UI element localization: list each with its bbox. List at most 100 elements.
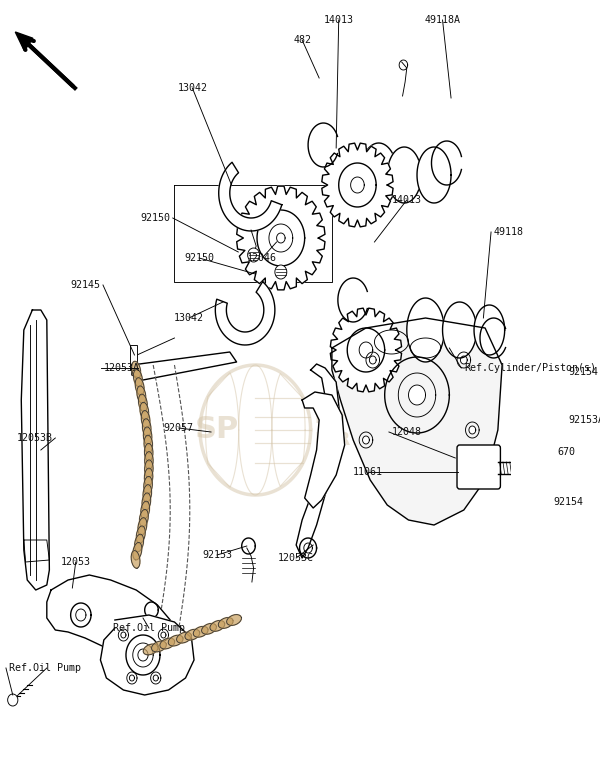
Polygon shape: [133, 370, 142, 387]
Text: 92154: 92154: [568, 367, 598, 377]
Text: SP: SP: [194, 415, 239, 445]
Polygon shape: [193, 626, 208, 637]
Polygon shape: [296, 364, 340, 558]
Polygon shape: [145, 468, 153, 486]
Polygon shape: [133, 542, 142, 560]
Polygon shape: [143, 427, 152, 445]
Text: 11061: 11061: [353, 467, 383, 477]
Polygon shape: [304, 543, 313, 553]
Text: 12053C: 12053C: [278, 553, 314, 563]
Polygon shape: [145, 452, 153, 470]
Polygon shape: [524, 464, 531, 472]
Polygon shape: [219, 162, 282, 231]
Polygon shape: [141, 411, 150, 429]
Text: 12053: 12053: [61, 557, 91, 567]
Polygon shape: [47, 575, 175, 665]
Polygon shape: [302, 392, 344, 508]
Text: 12053B: 12053B: [17, 433, 53, 443]
Polygon shape: [128, 623, 136, 633]
Polygon shape: [144, 477, 152, 494]
Polygon shape: [227, 615, 241, 625]
Polygon shape: [100, 615, 194, 695]
Text: 14013: 14013: [324, 15, 354, 25]
Text: 49118: 49118: [494, 227, 524, 237]
Polygon shape: [176, 632, 191, 643]
Text: Ref.Oil Pump: Ref.Oil Pump: [8, 663, 80, 673]
Circle shape: [8, 694, 18, 706]
Polygon shape: [130, 675, 134, 681]
Text: PARTS: PARTS: [315, 431, 374, 449]
Text: 92153: 92153: [202, 550, 232, 560]
Polygon shape: [135, 377, 144, 395]
Polygon shape: [218, 618, 233, 629]
Polygon shape: [237, 186, 325, 290]
Polygon shape: [121, 632, 126, 638]
Polygon shape: [145, 460, 153, 478]
Polygon shape: [131, 361, 140, 379]
Polygon shape: [322, 143, 393, 227]
Text: MOTORCYCLE: MOTORCYCLE: [315, 409, 442, 427]
Text: 12048: 12048: [391, 427, 421, 437]
Polygon shape: [138, 649, 148, 661]
Polygon shape: [443, 302, 476, 358]
Polygon shape: [143, 484, 152, 502]
Polygon shape: [142, 418, 151, 436]
Polygon shape: [407, 298, 444, 362]
Polygon shape: [141, 501, 149, 518]
Text: Ref.Oil Pump: Ref.Oil Pump: [113, 623, 185, 633]
Circle shape: [275, 265, 287, 279]
Polygon shape: [143, 644, 158, 655]
Polygon shape: [332, 318, 502, 525]
Text: 13042: 13042: [174, 313, 204, 323]
Polygon shape: [142, 493, 151, 511]
Polygon shape: [370, 356, 376, 364]
Text: 49118A: 49118A: [425, 15, 461, 25]
Polygon shape: [460, 356, 467, 364]
Polygon shape: [137, 386, 146, 404]
Polygon shape: [331, 308, 401, 392]
Polygon shape: [168, 636, 183, 646]
Polygon shape: [140, 402, 149, 420]
Text: 670: 670: [557, 447, 575, 457]
Polygon shape: [362, 436, 370, 444]
Text: 482: 482: [293, 35, 311, 45]
Polygon shape: [152, 641, 166, 652]
Text: 92154: 92154: [553, 497, 583, 507]
Polygon shape: [469, 426, 476, 434]
Polygon shape: [387, 147, 421, 203]
Polygon shape: [210, 621, 224, 632]
Polygon shape: [185, 629, 200, 640]
Polygon shape: [16, 32, 33, 50]
Text: Ref.Cylinder/Piston(s): Ref.Cylinder/Piston(s): [464, 363, 596, 373]
Polygon shape: [136, 526, 145, 543]
Polygon shape: [132, 352, 236, 380]
Text: 92150: 92150: [140, 213, 170, 223]
Polygon shape: [161, 632, 166, 638]
FancyBboxPatch shape: [457, 445, 500, 489]
Text: 92057: 92057: [164, 423, 194, 433]
Polygon shape: [474, 305, 505, 355]
Polygon shape: [409, 385, 425, 405]
Text: 92145: 92145: [70, 280, 100, 290]
Polygon shape: [145, 443, 153, 461]
Text: 92153A: 92153A: [568, 415, 600, 425]
Circle shape: [248, 248, 260, 262]
Polygon shape: [153, 675, 158, 681]
Polygon shape: [138, 518, 147, 536]
Text: 92150: 92150: [184, 253, 214, 263]
Text: 13042: 13042: [178, 83, 208, 93]
Text: 14013: 14013: [392, 195, 422, 205]
Polygon shape: [139, 509, 148, 527]
Polygon shape: [144, 436, 152, 453]
Polygon shape: [131, 550, 140, 568]
Polygon shape: [417, 147, 451, 203]
Polygon shape: [269, 224, 293, 252]
Polygon shape: [350, 177, 364, 193]
Polygon shape: [360, 143, 397, 207]
Polygon shape: [359, 342, 373, 358]
Polygon shape: [21, 310, 49, 590]
Polygon shape: [134, 534, 143, 552]
Polygon shape: [76, 609, 86, 621]
Bar: [130, 345, 137, 370]
Polygon shape: [215, 281, 275, 345]
